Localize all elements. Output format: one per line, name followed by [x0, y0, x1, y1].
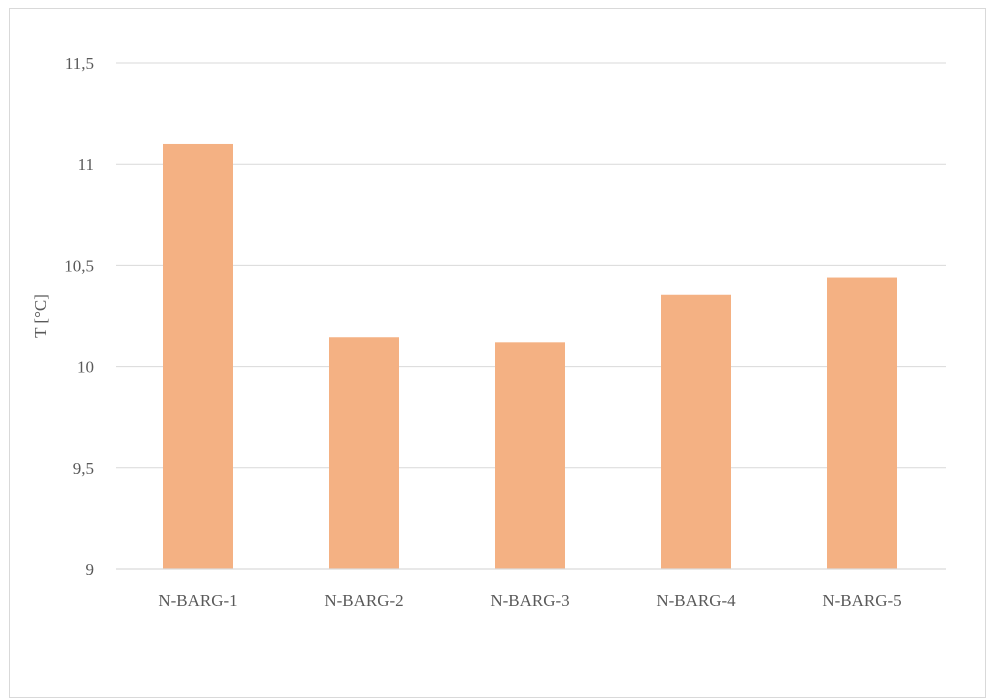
bars — [163, 143, 897, 569]
y-tick-label: 10 — [77, 358, 94, 377]
bar-n-barg-2 — [329, 337, 399, 569]
x-axis-ticks: N-BARG-1 N-BARG-2 N-BARG-3 N-BARG-4 N-BARG-5 — [158, 591, 901, 610]
y-tick-label: 11,5 — [65, 54, 94, 73]
x-tick-label: N-BARG-1 — [158, 591, 237, 610]
y-tick-label: 9 — [86, 560, 95, 579]
bar-n-barg-5 — [827, 277, 897, 569]
y-tick-label: 10,5 — [64, 256, 94, 275]
y-axis-ticks: 9 9,5 10 10,5 11 11,5 — [64, 54, 94, 579]
bar-n-barg-4 — [661, 294, 731, 569]
y-tick-label: 9,5 — [73, 459, 94, 478]
x-tick-label: N-BARG-5 — [822, 591, 901, 610]
y-axis-title: T [°C] — [31, 294, 50, 338]
x-tick-label: N-BARG-3 — [490, 591, 569, 610]
bar-n-barg-1 — [163, 143, 233, 569]
y-tick-label: 11 — [78, 155, 94, 174]
x-tick-label: N-BARG-4 — [656, 591, 736, 610]
x-tick-label: N-BARG-2 — [324, 591, 403, 610]
bar-n-barg-3 — [495, 342, 565, 569]
